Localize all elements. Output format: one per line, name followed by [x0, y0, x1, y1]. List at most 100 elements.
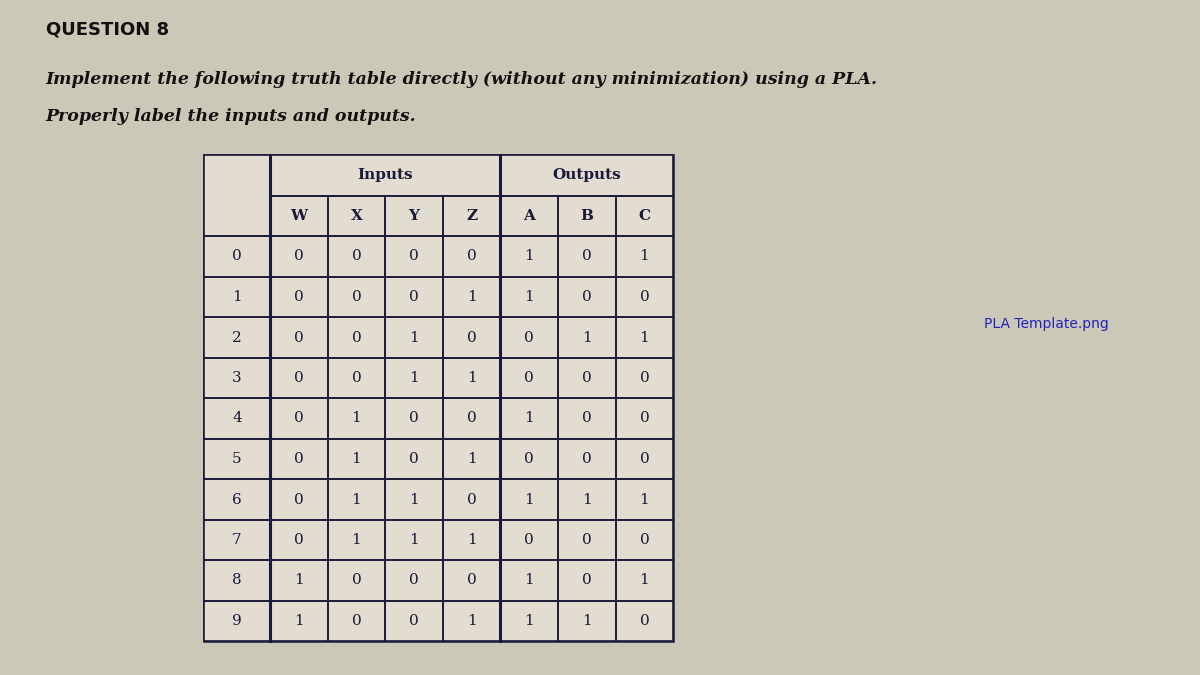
Bar	[270, 479, 328, 520]
Bar	[558, 317, 616, 358]
Bar	[328, 601, 385, 641]
Text: Z: Z	[466, 209, 478, 223]
Text: W: W	[290, 209, 307, 223]
Bar	[270, 196, 328, 236]
Bar	[558, 560, 616, 601]
Bar	[443, 277, 500, 317]
Bar	[500, 358, 558, 398]
Text: 0: 0	[582, 412, 592, 425]
Bar	[500, 236, 558, 277]
Text: 1: 1	[467, 371, 476, 385]
Bar	[443, 236, 500, 277]
Bar	[443, 479, 500, 520]
Bar	[385, 277, 443, 317]
Bar	[443, 398, 500, 439]
Text: 1: 1	[409, 533, 419, 547]
Text: X: X	[350, 209, 362, 223]
Text: 0: 0	[640, 290, 649, 304]
Bar	[328, 317, 385, 358]
Text: Implement the following truth table directly (without any minimization) using a : Implement the following truth table dire…	[46, 71, 877, 88]
Bar	[204, 439, 270, 479]
Text: 0: 0	[409, 614, 419, 628]
Bar	[204, 398, 270, 439]
Text: 0: 0	[640, 533, 649, 547]
Text: 0: 0	[640, 371, 649, 385]
Bar	[443, 560, 500, 601]
Bar	[204, 277, 270, 317]
Bar	[558, 520, 616, 560]
Bar	[500, 520, 558, 560]
Text: Y: Y	[408, 209, 420, 223]
Text: 1: 1	[640, 250, 649, 263]
Bar	[270, 358, 328, 398]
Text: 0: 0	[352, 574, 361, 587]
Text: 0: 0	[352, 250, 361, 263]
Text: 1: 1	[524, 290, 534, 304]
Text: 1: 1	[352, 452, 361, 466]
Bar	[616, 317, 673, 358]
Bar	[616, 601, 673, 641]
Bar	[385, 196, 443, 236]
Text: 1: 1	[294, 574, 304, 587]
Bar	[558, 317, 616, 358]
Bar	[270, 398, 328, 439]
Bar	[204, 236, 270, 277]
Bar	[500, 277, 558, 317]
Bar	[270, 317, 328, 358]
Text: 0: 0	[409, 290, 419, 304]
Text: 0: 0	[582, 371, 592, 385]
Text: 1: 1	[582, 331, 592, 344]
Text: 0: 0	[582, 452, 592, 466]
Text: 5: 5	[232, 452, 242, 466]
Text: 0: 0	[524, 452, 534, 466]
Bar	[500, 601, 558, 641]
Bar	[443, 236, 500, 277]
Bar	[558, 520, 616, 560]
Bar	[328, 317, 385, 358]
Bar	[443, 196, 500, 236]
Text: 1: 1	[294, 614, 304, 628]
Bar	[204, 479, 270, 520]
Text: 0: 0	[640, 412, 649, 425]
Bar	[616, 439, 673, 479]
Bar	[385, 520, 443, 560]
Bar	[204, 358, 270, 398]
Bar	[616, 601, 673, 641]
Bar	[616, 358, 673, 398]
Bar	[385, 560, 443, 601]
Bar	[270, 398, 328, 439]
Bar	[204, 560, 270, 601]
Text: 0: 0	[294, 412, 304, 425]
Bar	[204, 236, 270, 277]
Bar	[616, 196, 673, 236]
Bar	[500, 317, 558, 358]
Text: 1: 1	[524, 614, 534, 628]
Bar	[385, 358, 443, 398]
Bar	[500, 439, 558, 479]
Text: 0: 0	[640, 452, 649, 466]
Text: Properly label the inputs and outputs.: Properly label the inputs and outputs.	[46, 108, 416, 125]
Bar	[616, 277, 673, 317]
Text: 1: 1	[524, 493, 534, 506]
Bar	[328, 560, 385, 601]
Text: 0: 0	[409, 574, 419, 587]
Bar	[443, 601, 500, 641]
Bar	[270, 479, 328, 520]
Bar	[204, 560, 270, 601]
Bar	[385, 236, 443, 277]
Bar	[270, 236, 328, 277]
Bar	[616, 236, 673, 277]
Text: 1: 1	[467, 290, 476, 304]
Bar	[204, 358, 270, 398]
Text: 0: 0	[582, 250, 592, 263]
Text: 1: 1	[409, 493, 419, 506]
Bar	[500, 601, 558, 641]
Bar	[204, 398, 270, 439]
Text: 0: 0	[352, 331, 361, 344]
Bar	[204, 439, 270, 479]
Bar	[270, 155, 500, 196]
Bar	[443, 358, 500, 398]
Text: 1: 1	[582, 493, 592, 506]
Bar	[500, 196, 558, 236]
Bar	[558, 358, 616, 398]
